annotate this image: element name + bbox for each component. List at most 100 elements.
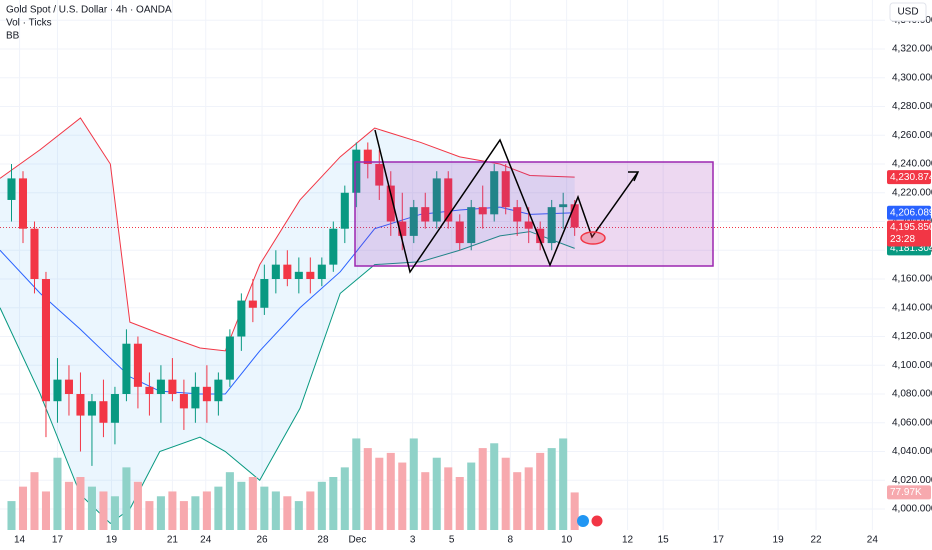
x-tick-label: 15	[658, 535, 670, 546]
candle-body	[490, 171, 499, 215]
candle-body	[352, 149, 361, 193]
candle-body	[99, 401, 108, 423]
x-tick-label: 10	[561, 535, 573, 546]
volume-bar	[340, 467, 349, 530]
volume-bar	[191, 496, 200, 530]
x-tick-label: Dec	[349, 535, 367, 546]
volume-bar	[168, 491, 177, 530]
drawings	[354, 129, 714, 528]
y-tick-label: 4,140.000	[892, 302, 932, 313]
volume-bar	[570, 492, 579, 530]
volume-bar	[306, 491, 315, 530]
candle-body	[524, 221, 533, 229]
chart-title: Gold Spot / U.S. Dollar · 4h · OANDA	[6, 5, 172, 16]
candle-body	[559, 204, 568, 208]
candle-body	[306, 271, 315, 280]
flag-icon[interactable]	[590, 514, 604, 528]
currency-box[interactable]	[889, 2, 927, 22]
volume-bar	[524, 467, 533, 530]
tag-layer: 4,230.874 4,206.089 4,181.304 4,195.85023:2…	[887, 170, 932, 500]
candle-body	[467, 207, 476, 244]
volume-bar	[432, 457, 441, 530]
y-tick-label: 4,060.000	[892, 417, 932, 428]
volume-bar	[87, 486, 96, 530]
indicator-label: Vol · Ticks	[6, 18, 52, 29]
volume-bar	[536, 452, 545, 530]
volume-bar	[386, 452, 395, 530]
currency-label[interactable]: USD	[897, 7, 918, 18]
candle-body	[398, 221, 407, 236]
volume-layer	[7, 438, 579, 530]
volume-bar	[501, 457, 510, 530]
band-line	[0, 117, 575, 352]
volume-bar	[76, 477, 85, 530]
candle-body	[409, 207, 418, 236]
candle-layer	[7, 142, 579, 466]
volume-bar	[18, 486, 28, 530]
volume-bar	[214, 486, 223, 530]
volume-bar	[490, 443, 499, 530]
x-tick-label: 17	[52, 535, 64, 546]
volume-bar	[409, 438, 418, 530]
candle-body	[340, 192, 349, 229]
candle-body	[386, 185, 395, 222]
volume-bar	[248, 477, 257, 530]
candle-body	[64, 379, 73, 395]
y-tick-label: 4,100.000	[892, 360, 932, 371]
candle-body	[329, 228, 338, 265]
candle-body	[478, 207, 487, 215]
x-tick-label: 22	[810, 535, 822, 546]
candle-body	[76, 394, 85, 416]
y-tick-label: 4,080.000	[892, 389, 932, 400]
x-tick-label: 24	[867, 535, 879, 546]
volume-bar	[41, 491, 50, 530]
band-price-tag-box	[887, 170, 931, 185]
volume-tag: 77.97K	[890, 487, 922, 498]
price-axis	[885, 0, 932, 550]
volume-bar	[202, 491, 211, 530]
volume-bar	[467, 462, 476, 530]
volume-bar	[363, 448, 372, 530]
volume-bar	[110, 496, 119, 530]
volume-bar	[133, 481, 142, 530]
candle-body	[7, 178, 16, 200]
x-tick-label: 12	[622, 535, 634, 546]
candle-body	[432, 178, 441, 222]
event-icon[interactable]	[577, 515, 589, 527]
range-box	[354, 161, 714, 267]
x-tick-label: 24	[200, 535, 212, 546]
volume-bar	[444, 467, 453, 530]
x-tick-label: 5	[449, 535, 455, 546]
candle-body	[455, 221, 464, 244]
volume-bar	[478, 448, 487, 530]
volume-bar	[398, 462, 407, 530]
y-tick-label: 4,320.000	[892, 44, 932, 55]
candle-body	[30, 228, 39, 280]
candle-body	[294, 271, 303, 280]
countdown-label: 23:28	[890, 234, 915, 245]
candle-body	[168, 379, 177, 395]
arrow-head	[628, 171, 640, 182]
y-tick-label: 4,120.000	[892, 331, 932, 342]
y-tick-label: 4,300.000	[892, 72, 932, 83]
last-price-box	[887, 220, 931, 247]
target-ellipse	[580, 231, 606, 245]
volume-bar	[237, 481, 246, 530]
volume-bar	[283, 496, 292, 530]
volume-bar	[547, 448, 556, 530]
y-tick-label: 4,280.000	[892, 101, 932, 112]
candle-body	[547, 207, 556, 244]
band-price-tag: 4,230.874	[890, 172, 932, 183]
x-tick-label: 17	[713, 535, 725, 546]
volume-bar	[260, 486, 269, 530]
candle-body	[18, 178, 28, 229]
last-price-label: 4,195.850	[890, 222, 932, 233]
candle-body	[214, 379, 223, 402]
candle-body	[179, 394, 188, 409]
candle-body	[156, 379, 165, 395]
y-tick-label: 4,240.000	[892, 159, 932, 170]
volume-bar	[122, 467, 131, 530]
x-tick-label: 19	[106, 535, 118, 546]
candle-body	[110, 394, 119, 423]
